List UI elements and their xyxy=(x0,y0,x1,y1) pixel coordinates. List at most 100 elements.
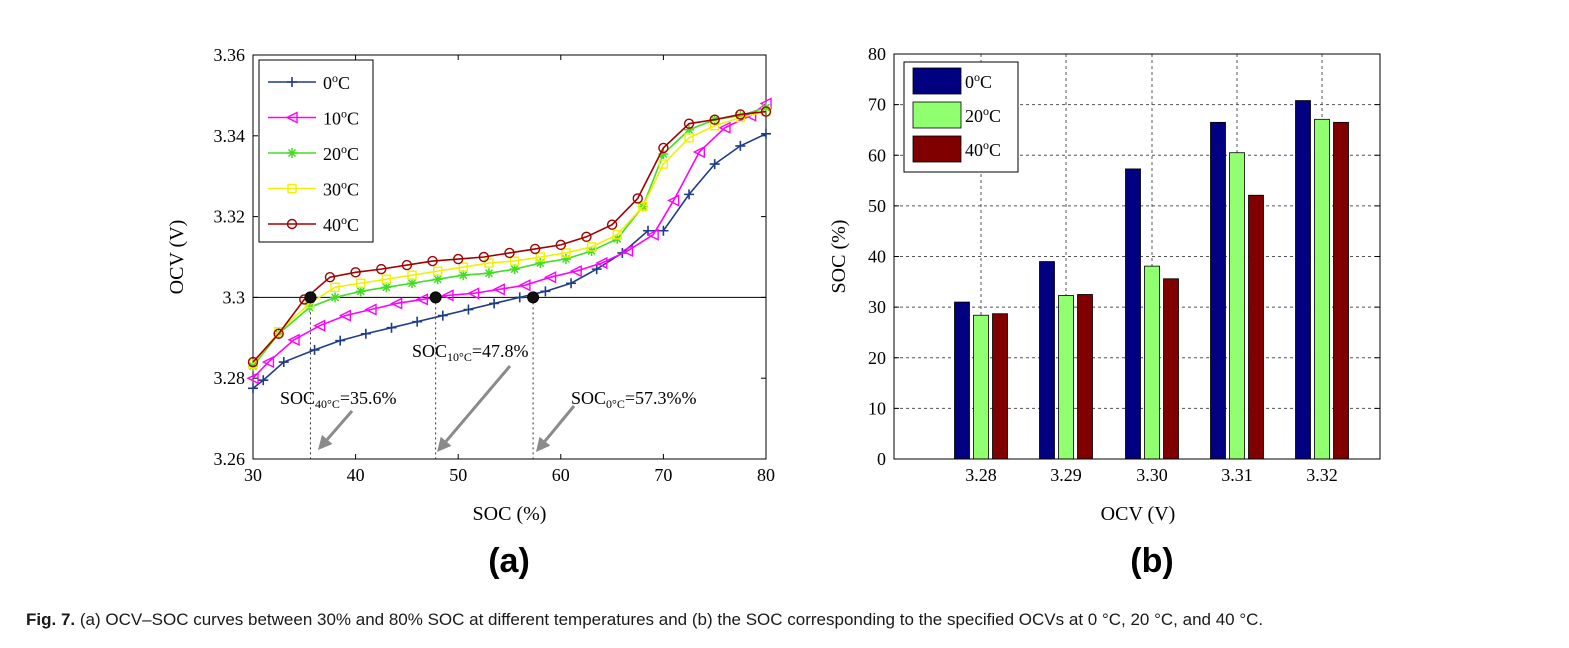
circle-marker xyxy=(401,259,413,271)
plus-marker xyxy=(287,77,297,87)
bar xyxy=(992,313,1008,460)
triangle-marker xyxy=(287,333,300,346)
x-tick-label: 40 xyxy=(347,465,365,485)
square-marker xyxy=(638,201,648,212)
intersection-point xyxy=(527,291,540,304)
bar xyxy=(1163,278,1179,460)
series-30c xyxy=(248,106,771,369)
triangle-marker xyxy=(620,244,634,258)
series-line-10c xyxy=(252,102,767,379)
star-marker xyxy=(535,258,546,269)
square-marker xyxy=(287,183,297,194)
legend-b-entry: 40oC xyxy=(912,135,1001,163)
legend-a-label: 10oC xyxy=(323,107,359,129)
plus-marker xyxy=(309,344,320,355)
triangle-marker xyxy=(518,279,531,292)
triangle-marker xyxy=(390,297,403,310)
annotation-arrow-shaft xyxy=(543,405,576,443)
bar xyxy=(973,314,989,460)
x-tick-label: 70 xyxy=(654,465,672,485)
annotation-arrow-head xyxy=(536,436,551,452)
square-marker xyxy=(356,278,366,288)
plus-marker xyxy=(412,316,423,327)
y-tick-label: 10 xyxy=(868,398,886,418)
soc-annotation: SOC40°C=35.6% xyxy=(280,388,396,411)
plus-marker xyxy=(709,159,720,170)
panel-a-label: (a) xyxy=(488,542,530,580)
series-10c xyxy=(246,97,772,385)
intersection-point xyxy=(304,291,317,304)
square-marker xyxy=(658,159,669,169)
plus-marker xyxy=(248,383,258,394)
square-marker xyxy=(484,258,494,268)
bar xyxy=(1229,152,1245,460)
bar-series-20c xyxy=(973,118,1330,460)
plus-marker xyxy=(463,304,474,315)
bar-series-40c xyxy=(992,121,1349,460)
panel-b-soc-bar-chart: 0 10 20 30 40 50 60 70 80 3.28 3.29 3.30 3.31 3.32 0oC… xyxy=(828,44,1381,580)
x-tick-label: 80 xyxy=(757,465,775,485)
square-marker xyxy=(684,133,694,143)
y-tick-label: 3.34 xyxy=(214,126,246,146)
bar xyxy=(954,301,970,460)
circle-marker xyxy=(478,251,490,263)
bar xyxy=(1125,168,1141,460)
circle-marker xyxy=(376,263,387,275)
legend-a-entry: 0oC xyxy=(268,71,350,93)
legend-a-entry: 10oC xyxy=(268,107,359,129)
legend-a-label: 0oC xyxy=(323,71,350,93)
square-marker xyxy=(509,256,520,266)
triangle-marker xyxy=(667,194,680,207)
triangle-marker xyxy=(467,287,480,300)
legend-b: 0oC 20oC 40oC xyxy=(903,61,1019,173)
star-marker xyxy=(560,254,571,265)
triangle-marker xyxy=(692,145,706,159)
square-marker xyxy=(612,230,622,240)
circle-marker xyxy=(709,114,720,125)
bar xyxy=(1248,194,1264,460)
figure-canvas: 30 40 50 60 70 80 3.26 3.28 3.3 3.32 3.34 3.36 SOC (… xyxy=(166,44,1381,580)
triangle-marker xyxy=(492,283,505,296)
circle-marker xyxy=(286,218,298,230)
triangle-marker xyxy=(285,111,298,124)
bar xyxy=(1295,100,1311,460)
star-marker xyxy=(458,270,469,281)
y-tick-label: 20 xyxy=(868,348,886,368)
square-marker xyxy=(432,266,443,276)
y-tick-label: 3.28 xyxy=(214,368,246,388)
y-tick-label: 70 xyxy=(868,95,886,115)
legend-b-swatch xyxy=(912,135,962,163)
legend-b-swatch xyxy=(912,101,962,129)
x-tick-label: 30 xyxy=(244,465,262,485)
circle-marker xyxy=(247,356,259,368)
x-tick-label: 50 xyxy=(449,465,467,485)
intersection-point xyxy=(429,291,442,304)
x-tick-label: 60 xyxy=(552,465,570,485)
square-marker xyxy=(586,242,597,252)
legend-b-label: 0oC xyxy=(965,70,992,92)
x-axis-label: SOC (%) xyxy=(473,503,547,525)
bar xyxy=(1077,294,1093,460)
star-marker xyxy=(658,148,669,159)
circle-marker xyxy=(324,272,336,283)
square-marker xyxy=(561,248,571,258)
plus-marker xyxy=(437,310,448,321)
circle-marker xyxy=(683,118,695,129)
legend-a-entry: 30oC xyxy=(268,178,359,200)
plus-marker xyxy=(566,278,577,289)
triangle-marker xyxy=(441,289,454,302)
legend-a-box xyxy=(258,59,374,243)
circle-marker xyxy=(453,253,464,265)
y-tick-label: 3.32 xyxy=(214,207,246,227)
circle-marker xyxy=(658,142,669,154)
legend-b-swatch xyxy=(912,67,962,95)
plot-frame-b xyxy=(893,53,1381,460)
triangle-marker xyxy=(313,319,326,332)
legend-a-label: 40oC xyxy=(323,213,359,235)
plus-marker xyxy=(360,328,371,339)
legend-a-entry: 20oC xyxy=(268,142,359,164)
soc-annotation: SOC0°C=57.3%% xyxy=(571,388,696,411)
plus-marker xyxy=(658,225,669,236)
x-tick-label: 3.32 xyxy=(1306,465,1338,485)
bar-series-0c xyxy=(954,100,1311,460)
